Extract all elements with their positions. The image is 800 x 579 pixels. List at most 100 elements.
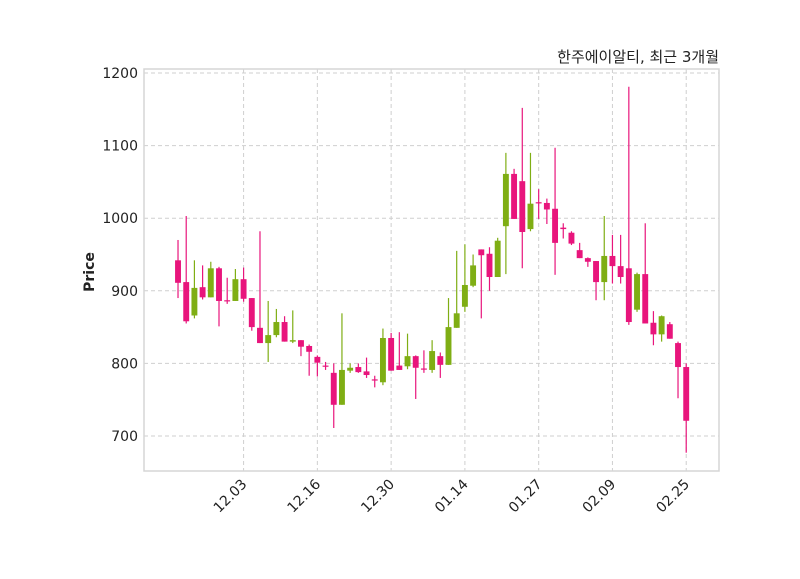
candle-body [683,367,690,421]
candle-body [412,356,419,368]
candle [298,340,304,357]
candle-body [175,260,181,283]
candle-body [388,337,395,371]
candle-body [371,379,378,381]
candle [634,272,640,312]
candle-body [470,265,477,286]
x-tick-label: 02.09 [580,477,620,517]
candle [617,234,624,284]
candle-body [289,340,296,342]
candle-body [543,202,550,210]
candle-body [675,343,681,368]
candle [322,361,329,370]
candle [461,244,468,312]
candle [257,231,263,344]
candle-body [404,356,411,367]
candle [379,328,386,386]
candle-body [183,282,190,322]
x-tick-label: 12.30 [358,477,398,517]
candle [658,315,665,342]
candle [306,344,313,376]
candle [478,249,485,319]
candle-body [593,261,599,283]
candle-body [363,371,370,376]
candle [666,322,673,339]
candle [216,266,222,327]
candle-body [207,268,214,298]
candle [552,147,559,275]
candle [207,261,214,298]
x-tick-label: 01.14 [432,476,472,516]
candle [470,254,477,288]
candle [535,189,542,219]
candle [609,234,616,284]
candle [683,363,690,453]
candle-body [535,202,542,204]
candle-body [437,356,444,365]
candle-body [494,240,501,278]
candle-body [339,369,345,405]
candle [281,316,288,342]
candle [191,260,198,319]
candle-body [355,367,362,373]
x-tick-label: 12.03 [211,477,251,517]
candle [420,350,427,373]
y-tick-label: 700 [111,429,138,445]
candle-body [429,351,436,370]
candle [486,247,493,291]
candle [314,355,321,377]
candle [339,313,345,405]
x-tick-label: 12.16 [285,476,325,516]
candle [568,231,575,246]
candle-body [281,322,288,342]
candle-body [584,258,591,262]
candle-body [576,250,583,259]
candle [412,355,419,399]
candle [502,152,509,275]
candle-body [330,372,337,405]
candle [355,363,362,373]
candle-body [453,313,460,328]
candle [445,298,452,365]
candle [429,340,436,373]
candle [494,237,501,278]
candle [240,267,247,302]
candle [273,308,280,338]
candle [560,223,567,239]
candle-body [273,322,280,336]
candle-body [199,287,206,298]
candle [404,333,411,370]
x-axis-ticks: 12.03 12.16 12.30 01.14 01.27 02.09 02.25 [211,476,693,516]
candle [453,250,460,328]
candle-body [519,181,526,232]
candle [371,375,378,388]
candle-body [420,368,427,370]
candle-body [609,255,616,267]
candle [330,363,337,429]
candle-body [298,340,304,347]
candle [183,216,190,324]
candle-body [379,337,386,383]
candle [265,300,272,362]
candle-body [461,284,468,307]
candle-body [568,232,575,244]
candle-body [445,327,452,365]
candle [584,257,591,267]
candle [593,261,599,301]
candle-body [257,327,263,344]
candle [519,107,526,269]
y-axis-ticks: 700 800 900 1000 1100 1200 [102,66,138,445]
y-tick-label: 1100 [102,139,138,155]
candle [347,363,354,373]
candle-body [658,316,665,335]
candle-body [634,274,640,310]
candle [248,298,255,331]
x-tick-label: 02.25 [653,477,693,517]
candle-body [191,287,198,316]
candle [650,311,657,346]
candle-body [527,203,534,230]
candle-body [248,298,255,328]
candle-body [650,322,657,335]
candle [543,198,550,225]
